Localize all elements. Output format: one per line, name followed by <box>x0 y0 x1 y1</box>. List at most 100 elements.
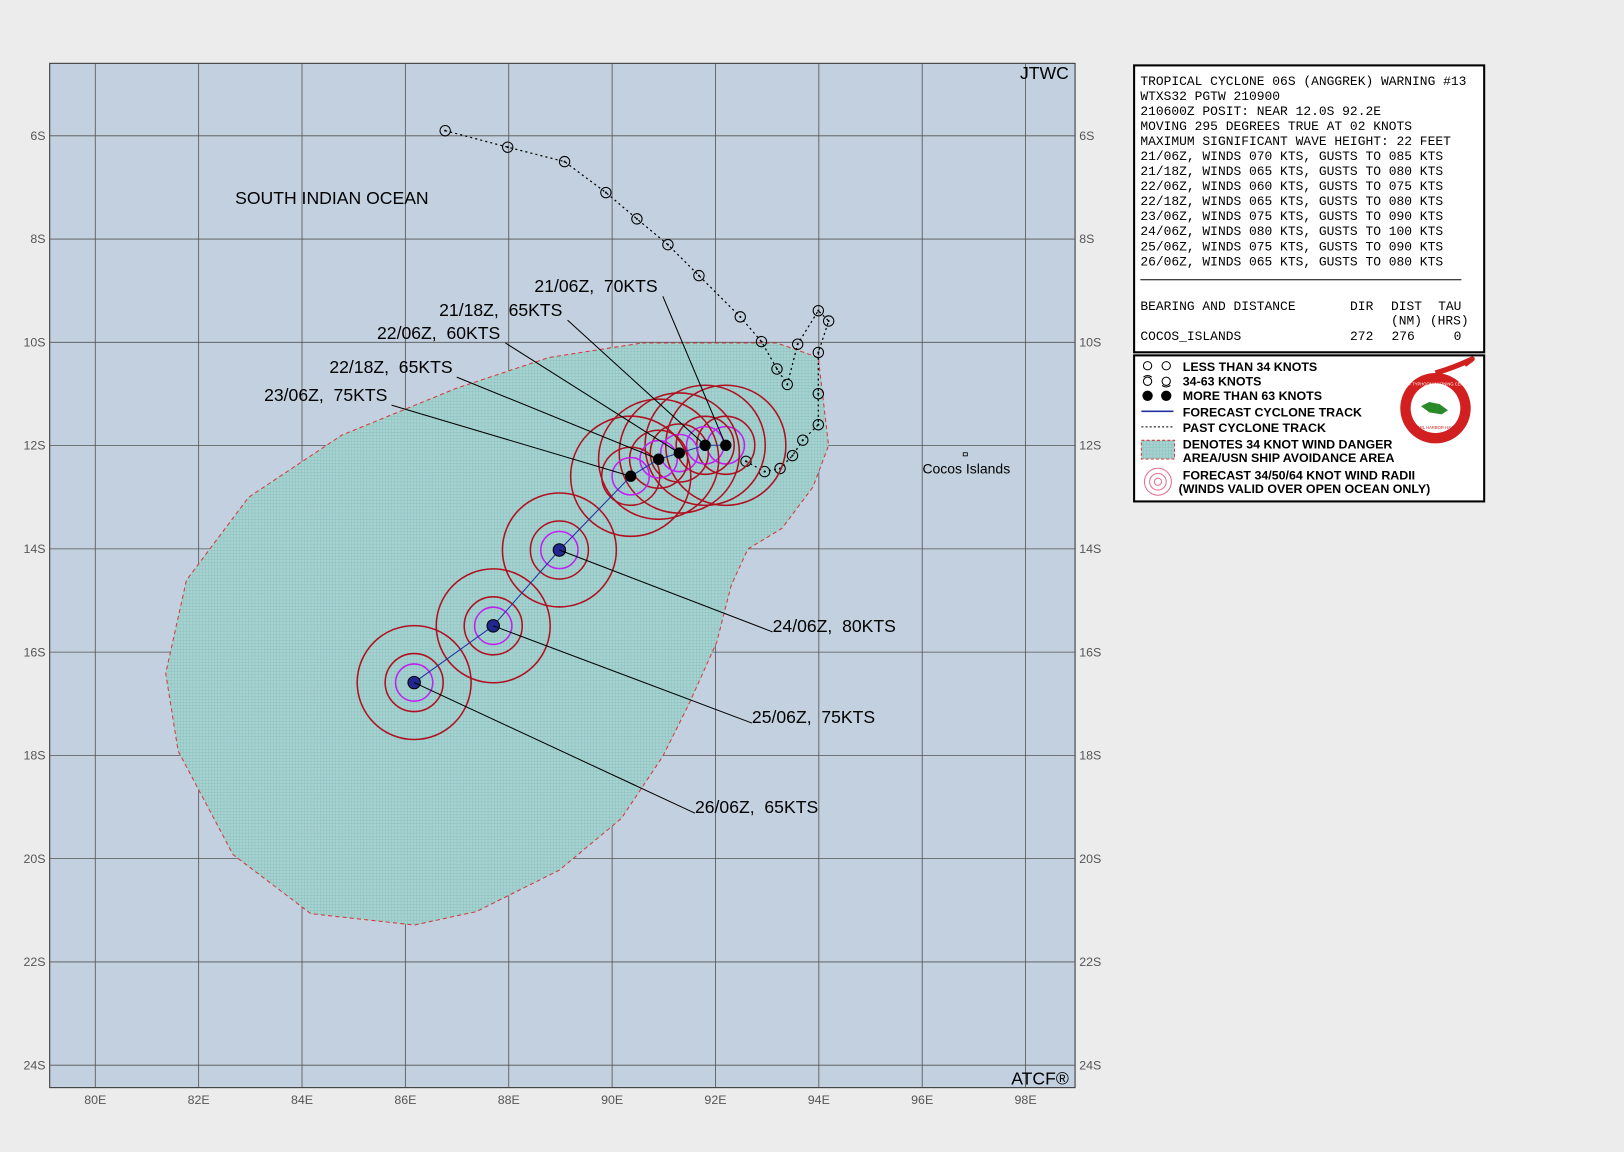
lat-label: 22S <box>1079 955 1101 969</box>
past-position-dot <box>563 160 566 163</box>
lat-label: 12S <box>1079 439 1101 453</box>
lon-label: 80E <box>84 1093 106 1107</box>
warning-line: 210600Z POSIT: NEAR 12.0S 92.2E <box>1140 104 1381 119</box>
lat-label: 22S <box>23 955 45 969</box>
dir-value: 272 <box>1350 329 1373 344</box>
past-position <box>439 124 451 137</box>
legend-line: FORECAST CYCLONE TRACK <box>1183 406 1362 420</box>
wind-radius-34 <box>356 624 472 741</box>
label-leader <box>456 376 659 460</box>
forecast-label: 23/06Z, 75KTS <box>264 385 387 405</box>
legend-line: FORECAST 34/50/64 KNOT WIND RADII <box>1183 469 1415 483</box>
past-position-dot <box>827 319 830 323</box>
forecast-label: 22/18Z, 65KTS <box>329 357 452 377</box>
label-leader <box>567 319 706 446</box>
lat-label: 6S <box>30 129 45 143</box>
lat-label: 10S <box>23 335 45 349</box>
wind-radius-34 <box>435 568 551 684</box>
warning-line: 22/06Z, WINDS 060 KTS, GUSTS TO 075 KTS <box>1140 179 1443 194</box>
forecast-label: 22/06Z, 60KTS <box>377 323 500 343</box>
wind-radius-34 <box>501 492 618 608</box>
lat-label: 10S <box>1079 335 1101 349</box>
credit: ATCF® <box>1011 1069 1069 1089</box>
wind-radius-64 <box>659 433 699 473</box>
past-position-dot <box>604 191 607 194</box>
past-position <box>693 269 705 282</box>
lon-label: 82E <box>188 1093 210 1107</box>
past-position <box>797 434 809 446</box>
logo-bottom: PEARL HARBOR HAWAII <box>1412 425 1460 430</box>
lon-label: 84E <box>291 1093 313 1107</box>
lon-label: 92E <box>704 1093 726 1107</box>
label-leader <box>391 404 631 477</box>
agency: JTWC <box>1020 63 1069 83</box>
past-position-dot <box>635 217 638 220</box>
wind-radius-64 <box>394 663 434 702</box>
lat-label: 18S <box>23 749 45 763</box>
warning-line: 26/06Z, WINDS 065 KTS, GUSTS TO 080 KTS <box>1140 254 1443 269</box>
legend-line: 34-63 KNOTS <box>1183 374 1262 388</box>
past-position-dot <box>744 460 747 463</box>
wind-radius-64 <box>539 530 579 570</box>
past-position-dot <box>817 309 820 312</box>
warning-line: MAXIMUM SIGNIFICANT WAVE HEIGHT: 22 FEET <box>1140 134 1451 149</box>
place: COCOS_ISLANDS <box>1140 329 1241 344</box>
warning-line: TROPICAL CYCLONE 06S (ANGGREK) WARNING #… <box>1140 74 1466 89</box>
past-position <box>774 462 786 475</box>
warning-line: 23/06Z, WINDS 075 KTS, GUSTS TO 090 KTS <box>1140 209 1443 224</box>
forecast-label: 21/06Z, 70KTS <box>534 276 657 296</box>
lon-label: 96E <box>911 1093 933 1107</box>
past-position <box>812 304 825 317</box>
forecast-label: 21/18Z, 65KTS <box>439 300 562 320</box>
forecast-label: 26/06Z, 65KTS <box>695 797 818 817</box>
dist-unit: (NM) <box>1391 313 1422 328</box>
wind-radius-34 <box>569 415 692 538</box>
dist-value: 276 <box>1391 329 1414 344</box>
logo-islands <box>1421 402 1448 415</box>
past-position <box>600 186 612 199</box>
past-position-dot <box>796 343 799 346</box>
past-position-dot <box>801 439 804 442</box>
tau-header: TAU <box>1438 299 1461 314</box>
tau-value: 0 <box>1454 329 1462 344</box>
forecast-label: 24/06Z, 80KTS <box>773 616 896 636</box>
lat-label: 14S <box>23 542 45 556</box>
past-position <box>502 141 514 153</box>
past-position-dot <box>506 146 509 149</box>
past-position <box>771 363 783 375</box>
wind-radius-34 <box>664 384 787 507</box>
wind-radius-50 <box>463 596 524 656</box>
lat-label: 24S <box>1079 1058 1101 1072</box>
past-position <box>812 418 825 431</box>
wind-radius-64 <box>473 606 513 646</box>
lat-label: 24S <box>23 1058 45 1072</box>
lat-label: 16S <box>1079 645 1101 659</box>
lat-label: 8S <box>30 232 45 246</box>
past-position-dot <box>817 392 820 395</box>
wind-radius-50 <box>384 652 444 713</box>
lat-label: 12S <box>23 439 45 453</box>
warning-box <box>1133 64 1486 354</box>
legend-line: LESS THAN 34 KNOTS <box>1183 360 1317 374</box>
past-position <box>822 315 835 327</box>
lat-label: 18S <box>1079 749 1101 763</box>
warning-line: 24/06Z, WINDS 080 KTS, GUSTS TO 100 KTS <box>1140 224 1443 239</box>
lat-label: 6S <box>1079 129 1094 143</box>
wind-radius-34 <box>644 384 766 507</box>
past-position <box>791 338 804 350</box>
legend-line: MORE THAN 63 KNOTS <box>1183 389 1322 403</box>
logo-top: JOINT TYPHOON WARNING CENTER <box>1399 381 1471 386</box>
wind-radius-34 <box>618 392 741 514</box>
legend-line: DENOTES 34 KNOT WIND DANGER <box>1183 438 1393 452</box>
past-track <box>445 130 830 473</box>
label-leader <box>493 625 753 724</box>
dist-header: DIST <box>1391 299 1422 314</box>
wind-radius-50 <box>600 446 661 507</box>
past-position <box>734 311 746 323</box>
dir-header: DIR <box>1350 299 1374 314</box>
island-label: Cocos Islands <box>922 460 1010 476</box>
lon-label: 88E <box>498 1093 520 1107</box>
lon-label: 98E <box>1015 1093 1037 1107</box>
